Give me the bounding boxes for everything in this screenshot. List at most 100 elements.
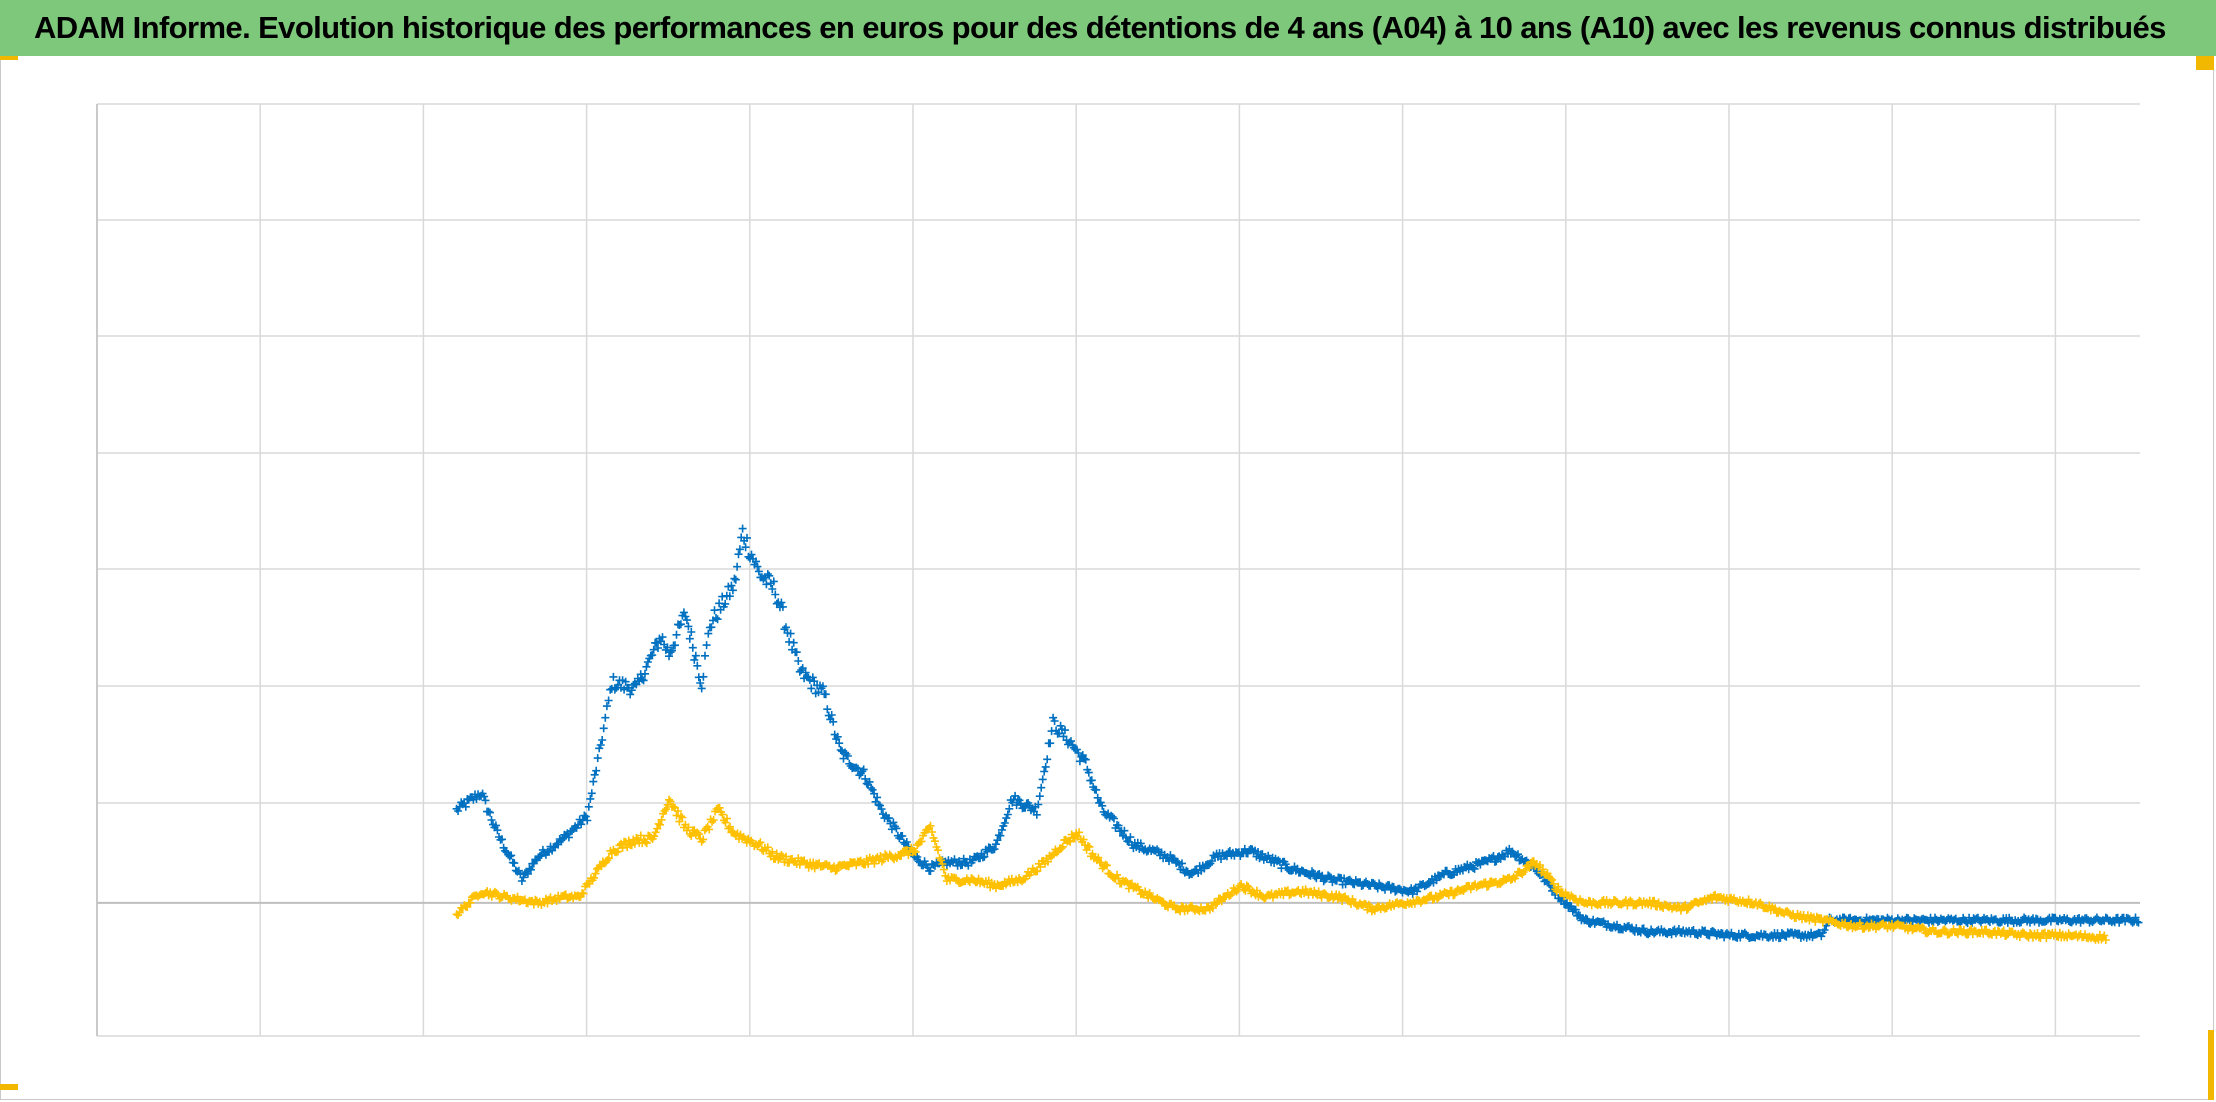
data-point	[1021, 803, 1030, 812]
data-point	[823, 705, 832, 714]
data-point	[505, 852, 514, 861]
data-point	[1136, 839, 1145, 848]
data-point	[1075, 828, 1084, 837]
data-point	[801, 668, 810, 677]
data-point	[513, 892, 522, 901]
data-point	[794, 657, 803, 665]
data-point	[884, 814, 893, 823]
data-point	[1408, 890, 1417, 899]
data-point	[604, 696, 613, 705]
data-point	[712, 614, 720, 622]
data-point	[492, 889, 501, 897]
corner-accent-top-right	[2196, 56, 2214, 70]
data-point	[771, 590, 780, 599]
data-point	[1213, 898, 1222, 907]
data-point	[589, 777, 598, 786]
data-point	[936, 856, 945, 865]
data-point	[768, 585, 777, 593]
data-point	[980, 852, 989, 861]
data-point	[676, 812, 685, 821]
data-point	[1121, 877, 1130, 885]
corner-accent-top-left	[0, 56, 18, 60]
data-point	[1036, 862, 1045, 871]
data-point	[596, 741, 605, 749]
data-point	[1188, 870, 1196, 879]
series-layer	[452, 524, 2143, 944]
data-point	[580, 811, 589, 820]
data-point	[643, 658, 652, 666]
data-point	[870, 859, 879, 868]
data-point	[917, 837, 926, 846]
data-point	[1110, 814, 1118, 823]
data-point	[1639, 924, 1648, 933]
data-point	[660, 806, 669, 815]
data-point	[1012, 801, 1021, 810]
data-point	[1085, 842, 1094, 851]
data-point	[1108, 812, 1117, 821]
data-point	[808, 673, 817, 682]
data-point	[609, 672, 618, 681]
data-point	[1492, 857, 1501, 866]
data-point	[1314, 887, 1323, 896]
data-point	[2131, 913, 2140, 922]
data-point	[690, 655, 699, 664]
data-point	[564, 833, 573, 842]
data-point	[1338, 897, 1347, 905]
data-point	[1157, 897, 1166, 906]
data-point	[671, 641, 679, 650]
data-point	[1571, 905, 1580, 914]
data-point	[713, 615, 722, 624]
data-point	[577, 820, 586, 829]
data-point	[486, 808, 494, 817]
data-point	[687, 831, 696, 840]
data-point	[859, 765, 868, 774]
data-point	[481, 796, 490, 805]
data-point	[1312, 874, 1321, 883]
data-point	[782, 852, 790, 861]
data-point	[727, 581, 736, 590]
data-point	[1114, 874, 1123, 883]
data-point	[590, 873, 598, 882]
data-point	[639, 676, 648, 685]
data-point	[1050, 717, 1059, 725]
data-point	[1101, 860, 1110, 869]
data-point	[747, 550, 756, 559]
data-point	[731, 575, 740, 584]
data-point	[694, 830, 703, 839]
corner-accent-bottom-right	[2208, 1030, 2214, 1100]
data-point	[833, 732, 842, 741]
data-point	[1232, 887, 1241, 896]
data-point	[699, 835, 708, 844]
data-point	[679, 608, 688, 617]
data-point	[684, 622, 693, 631]
data-point	[675, 817, 684, 826]
series-1	[452, 524, 2143, 943]
data-point	[1607, 900, 1615, 909]
data-point	[1535, 861, 1544, 869]
data-point	[1820, 926, 1829, 934]
data-point	[624, 836, 633, 845]
data-point	[730, 574, 739, 583]
data-point	[1038, 775, 1047, 784]
data-point	[1771, 904, 1780, 913]
data-point	[821, 690, 830, 699]
data-point	[1057, 844, 1066, 853]
data-point	[874, 800, 883, 809]
data-point	[668, 646, 676, 655]
data-point	[1817, 932, 1826, 941]
data-point	[728, 586, 737, 595]
data-point	[493, 826, 502, 835]
data-point	[591, 869, 600, 878]
data-point	[1701, 926, 1710, 935]
data-point	[768, 847, 777, 856]
data-point	[702, 641, 711, 650]
data-point	[1081, 755, 1090, 764]
data-point	[1120, 826, 1129, 835]
data-point	[682, 616, 691, 625]
data-point	[1075, 757, 1084, 766]
data-point	[642, 839, 651, 848]
data-point	[1705, 931, 1714, 940]
corner-accent-bottom-left	[0, 1084, 18, 1090]
data-point	[1521, 866, 1530, 875]
